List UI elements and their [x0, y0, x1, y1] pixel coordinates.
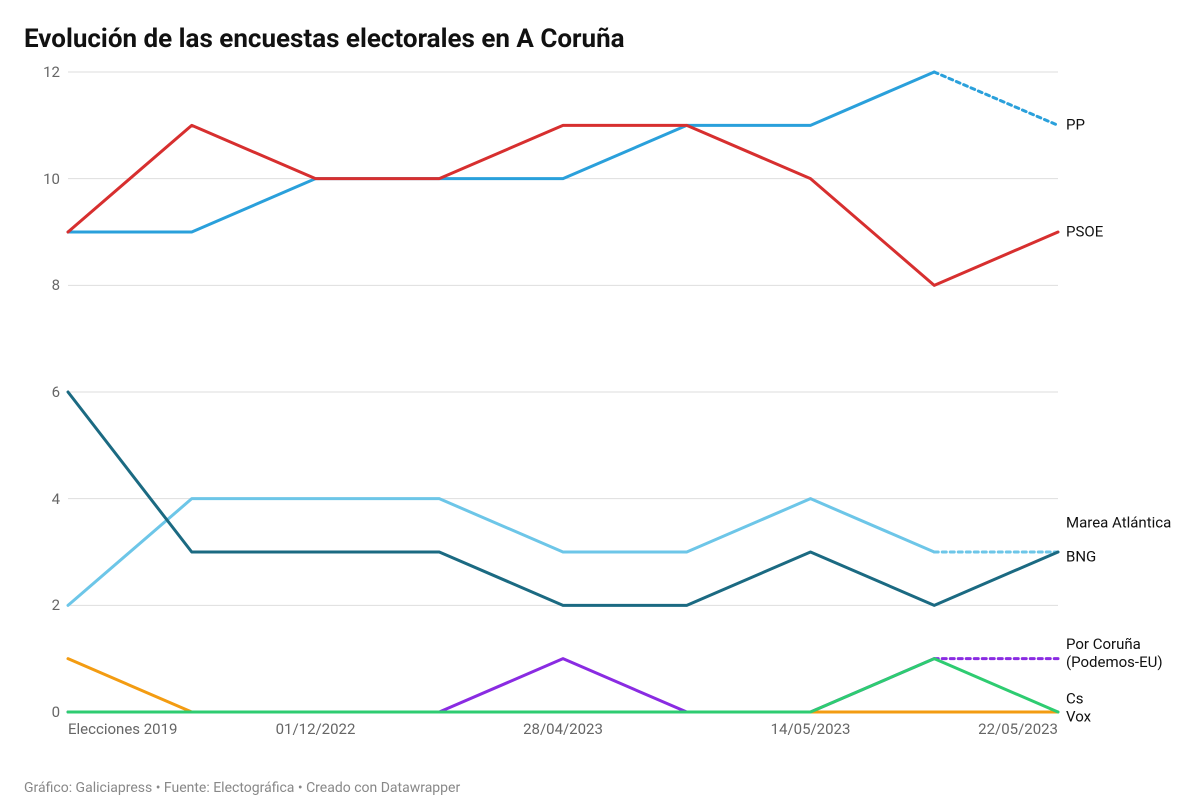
- y-tick-label: 8: [52, 276, 60, 294]
- chart-footer: Gráfico: Galiciapress • Fuente: Electogr…: [24, 780, 460, 796]
- series-line: [68, 659, 1058, 712]
- series-line: [68, 659, 1058, 712]
- series-line: [68, 659, 934, 712]
- y-tick-label: 12: [43, 63, 60, 81]
- x-tick-label: Elecciones 2019: [68, 720, 177, 738]
- series-label: BNG: [1066, 549, 1096, 566]
- series-line: [68, 125, 1058, 285]
- chart-container: Evolución de las encuestas electorales e…: [0, 0, 1198, 812]
- series-label: Cs: [1066, 690, 1084, 707]
- x-tick-label: 22/05/2023: [978, 720, 1058, 738]
- x-tick-label: 01/12/2022: [276, 720, 356, 738]
- series-label: PSOE: [1066, 223, 1103, 240]
- series-label: PP: [1066, 117, 1085, 134]
- series-label: Marea Atlántica: [1066, 514, 1176, 531]
- chart-svg: [68, 72, 1058, 712]
- x-tick-label: 28/04/2023: [523, 720, 603, 738]
- y-tick-label: 2: [52, 596, 60, 614]
- series-line-dashed: [934, 72, 1058, 125]
- chart-title: Evolución de las encuestas electorales e…: [24, 24, 1178, 54]
- y-tick-label: 6: [52, 383, 60, 401]
- chart-outer: 0 2 4 6 8 10 12 Elecciones 2019 01/12/2022 28/04/…: [24, 62, 1178, 772]
- series-label: Vox: [1066, 709, 1091, 726]
- series-label: Por Coruña (Podemos-EU): [1066, 636, 1176, 671]
- y-tick-label: 4: [52, 490, 60, 508]
- x-tick-label: 14/05/2023: [771, 720, 851, 738]
- y-tick-label: 10: [43, 170, 60, 188]
- y-tick-label: 0: [52, 703, 60, 721]
- plot-area: 024681012Elecciones 201901/12/202228/04/…: [68, 72, 1058, 712]
